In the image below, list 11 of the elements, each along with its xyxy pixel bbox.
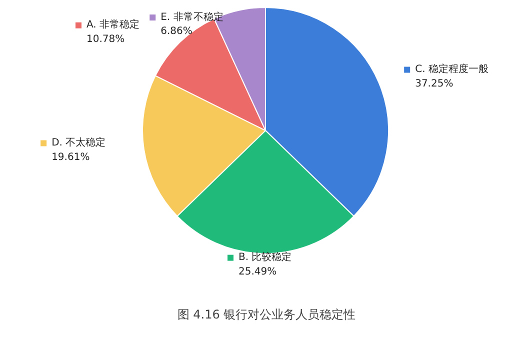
text: 图 4.16 银行对公业务人员稳定性 xyxy=(177,308,356,322)
data-label: 37.25% xyxy=(415,78,454,90)
data-label: 19.61% xyxy=(52,152,90,163)
legend-label: D. 不太稳定 xyxy=(52,136,106,149)
legend-label: B. 比较稳定 xyxy=(238,251,292,264)
legend-label: A. 非常稳定 xyxy=(86,18,140,31)
data-label: 10.78% xyxy=(86,34,125,45)
data-label: 6.86% xyxy=(160,26,192,38)
data-label: 25.49% xyxy=(238,266,277,278)
legend-label: E. 非常不稳定 xyxy=(160,10,224,23)
legend-label: C. 稳定程度一般 xyxy=(415,63,488,76)
